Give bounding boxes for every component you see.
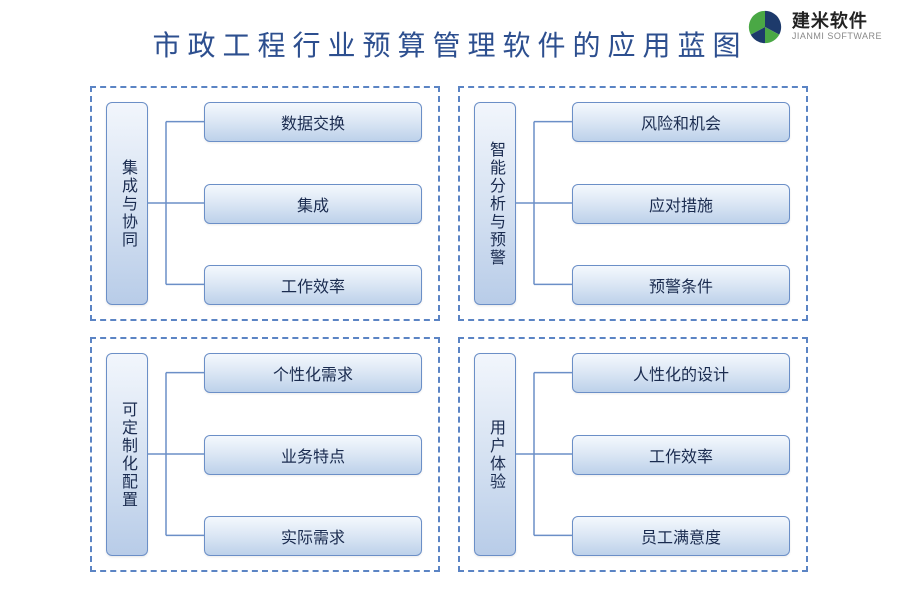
page-title: 市政工程行业预算管理软件的应用蓝图 [0,24,900,64]
connector [516,353,572,556]
connector [516,102,572,305]
item-box: 工作效率 [572,435,790,475]
category-label: 智能分析与预警 [485,141,505,267]
panel-customization: 可定制化配置 个性化需求 业务特点 实际需求 [90,337,440,572]
category-label: 集成与协同 [117,159,137,249]
category-label: 可定制化配置 [117,401,137,509]
category-box: 可定制化配置 [106,353,148,556]
item-box: 风险和机会 [572,102,790,142]
category-box: 用户体验 [474,353,516,556]
panel-integration: 集成与协同 数据交换 集成 工作效率 [90,86,440,321]
category-label: 用户体验 [485,419,505,491]
panel-ux: 用户体验 人性化的设计 工作效率 员工满意度 [458,337,808,572]
panel-analysis: 智能分析与预警 风险和机会 应对措施 预警条件 [458,86,808,321]
item-box: 业务特点 [204,435,422,475]
item-box: 人性化的设计 [572,353,790,393]
item-box: 预警条件 [572,265,790,305]
category-box: 智能分析与预警 [474,102,516,305]
item-box: 实际需求 [204,516,422,556]
connector [148,353,204,556]
item-box: 应对措施 [572,184,790,224]
diagram-grid: 集成与协同 数据交换 集成 工作效率 智能分析与预警 [90,86,808,572]
item-box: 数据交换 [204,102,422,142]
category-box: 集成与协同 [106,102,148,305]
item-box: 员工满意度 [572,516,790,556]
item-box: 工作效率 [204,265,422,305]
connector [148,102,204,305]
item-box: 集成 [204,184,422,224]
item-box: 个性化需求 [204,353,422,393]
